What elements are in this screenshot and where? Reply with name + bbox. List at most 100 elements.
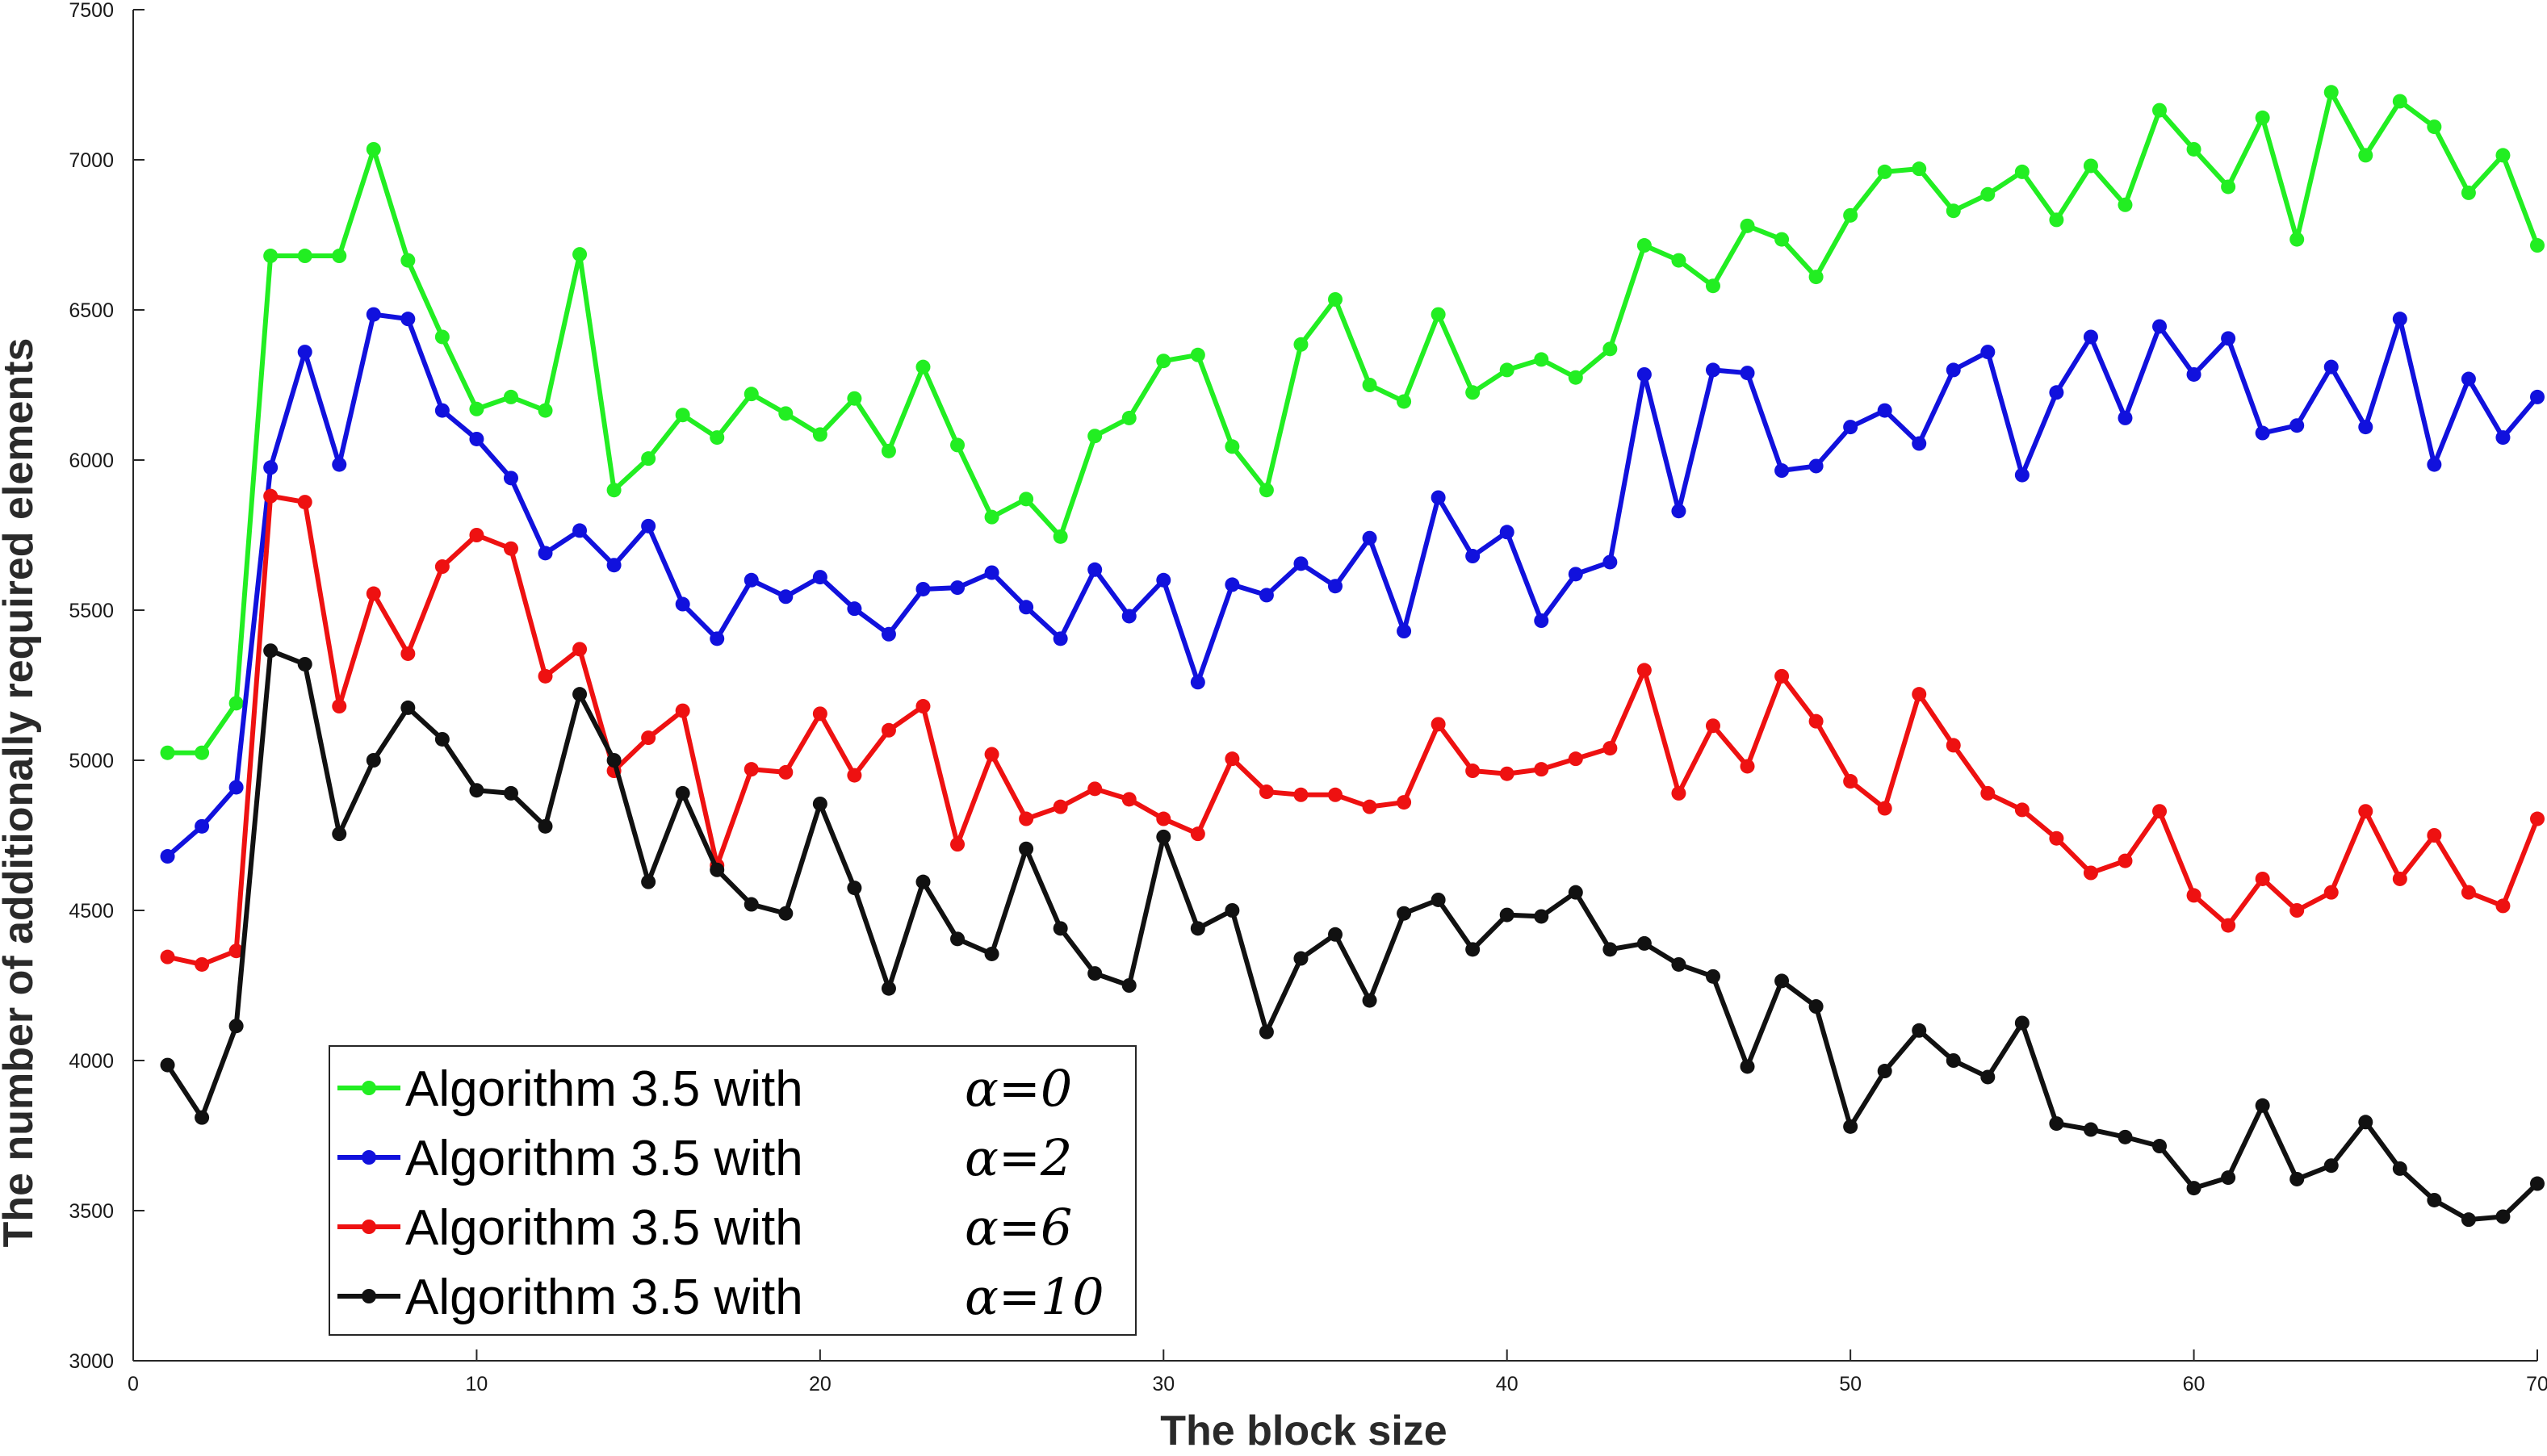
data-point bbox=[2049, 212, 2064, 228]
data-point bbox=[1121, 609, 1137, 624]
data-point bbox=[228, 696, 244, 711]
legend-label: Algorithm 3.5 with bbox=[405, 1200, 803, 1256]
data-point bbox=[675, 596, 690, 612]
y-tick-label: 4000 bbox=[69, 1050, 114, 1073]
legend-label: Algorithm 3.5 with bbox=[405, 1061, 803, 1117]
data-point bbox=[434, 403, 450, 418]
data-point bbox=[2427, 828, 2442, 843]
data-point bbox=[2495, 898, 2511, 914]
data-point bbox=[2186, 141, 2201, 157]
data-point bbox=[2118, 1129, 2133, 1144]
data-point bbox=[332, 826, 347, 842]
data-point bbox=[434, 329, 450, 345]
data-point bbox=[2495, 1209, 2511, 1224]
data-point bbox=[1705, 718, 1720, 734]
data-point bbox=[1705, 362, 1720, 378]
data-point bbox=[2255, 425, 2270, 441]
data-point bbox=[1328, 787, 1343, 802]
data-point bbox=[710, 862, 725, 877]
y-tick-label: 3000 bbox=[69, 1350, 114, 1373]
data-point bbox=[2289, 232, 2305, 247]
data-point bbox=[434, 559, 450, 575]
data-point bbox=[778, 764, 794, 780]
y-tick-label: 6500 bbox=[69, 299, 114, 322]
data-point bbox=[1808, 999, 1824, 1015]
data-point bbox=[1912, 436, 1927, 451]
data-point bbox=[1293, 337, 1309, 352]
x-axis-ticks: 0 10 20 30 40 50 60 70 bbox=[128, 1349, 2547, 1395]
data-point bbox=[1190, 826, 1205, 842]
data-point bbox=[2152, 804, 2168, 819]
data-point bbox=[950, 931, 966, 947]
data-point bbox=[1019, 600, 1034, 615]
data-point bbox=[847, 768, 862, 783]
data-point bbox=[2289, 1171, 2305, 1186]
data-point bbox=[641, 730, 656, 746]
data-point bbox=[366, 141, 381, 157]
series-1 bbox=[160, 307, 2545, 864]
data-point bbox=[1568, 370, 1583, 385]
data-point bbox=[2427, 457, 2442, 472]
data-point bbox=[1156, 829, 1171, 844]
data-point bbox=[1465, 764, 1481, 779]
data-point bbox=[847, 881, 862, 896]
data-point bbox=[641, 451, 656, 467]
data-point bbox=[1877, 164, 1892, 179]
data-point bbox=[195, 956, 210, 972]
data-point bbox=[228, 943, 244, 959]
data-point bbox=[1397, 906, 1412, 921]
data-point bbox=[572, 247, 588, 262]
data-point bbox=[2289, 418, 2305, 433]
data-point bbox=[400, 700, 416, 715]
data-point bbox=[675, 408, 690, 423]
data-point bbox=[2221, 918, 2236, 933]
data-point bbox=[1156, 354, 1171, 369]
data-point bbox=[297, 656, 312, 672]
data-point bbox=[1225, 751, 1240, 767]
data-point bbox=[1362, 378, 1377, 392]
data-point bbox=[1602, 554, 1618, 570]
data-point bbox=[263, 488, 279, 504]
data-point bbox=[1946, 362, 1961, 378]
data-point bbox=[538, 403, 553, 418]
data-point bbox=[1705, 278, 1720, 294]
data-point bbox=[1602, 341, 1618, 357]
data-point bbox=[606, 753, 622, 768]
data-point bbox=[675, 703, 690, 718]
data-point bbox=[2152, 103, 2168, 118]
data-point bbox=[1808, 713, 1824, 729]
data-point bbox=[1293, 556, 1309, 571]
data-point bbox=[1465, 942, 1481, 957]
data-point bbox=[2255, 110, 2270, 125]
data-point bbox=[1019, 492, 1034, 507]
data-point bbox=[469, 783, 484, 798]
data-point bbox=[812, 427, 827, 442]
data-point bbox=[332, 699, 347, 714]
data-point bbox=[332, 249, 347, 264]
data-point bbox=[1705, 969, 1720, 984]
data-point bbox=[572, 687, 588, 702]
data-point bbox=[881, 981, 896, 996]
data-point bbox=[1877, 403, 1892, 418]
data-point bbox=[1843, 774, 1858, 789]
y-tick-label: 7500 bbox=[69, 0, 114, 22]
legend-label: Algorithm 3.5 with bbox=[405, 1131, 803, 1186]
data-point bbox=[1431, 892, 1446, 907]
y-tick-label: 6000 bbox=[69, 450, 114, 472]
data-point bbox=[1980, 186, 1996, 202]
data-point bbox=[1636, 238, 1652, 253]
data-point bbox=[434, 731, 450, 747]
legend: Algorithm 3.5 with α=0 Algorithm 3.5 with α… bbox=[329, 1045, 1137, 1336]
data-point bbox=[1053, 631, 1068, 646]
legend-alpha-label: α=0 bbox=[965, 1059, 1072, 1118]
data-point bbox=[1636, 663, 1652, 678]
data-point bbox=[1293, 951, 1309, 966]
data-point bbox=[503, 541, 518, 556]
data-point bbox=[1121, 410, 1137, 425]
data-point bbox=[2118, 410, 2133, 425]
data-point bbox=[1019, 811, 1034, 826]
data-point bbox=[1259, 483, 1274, 498]
data-point bbox=[572, 523, 588, 538]
data-point bbox=[1156, 811, 1171, 826]
